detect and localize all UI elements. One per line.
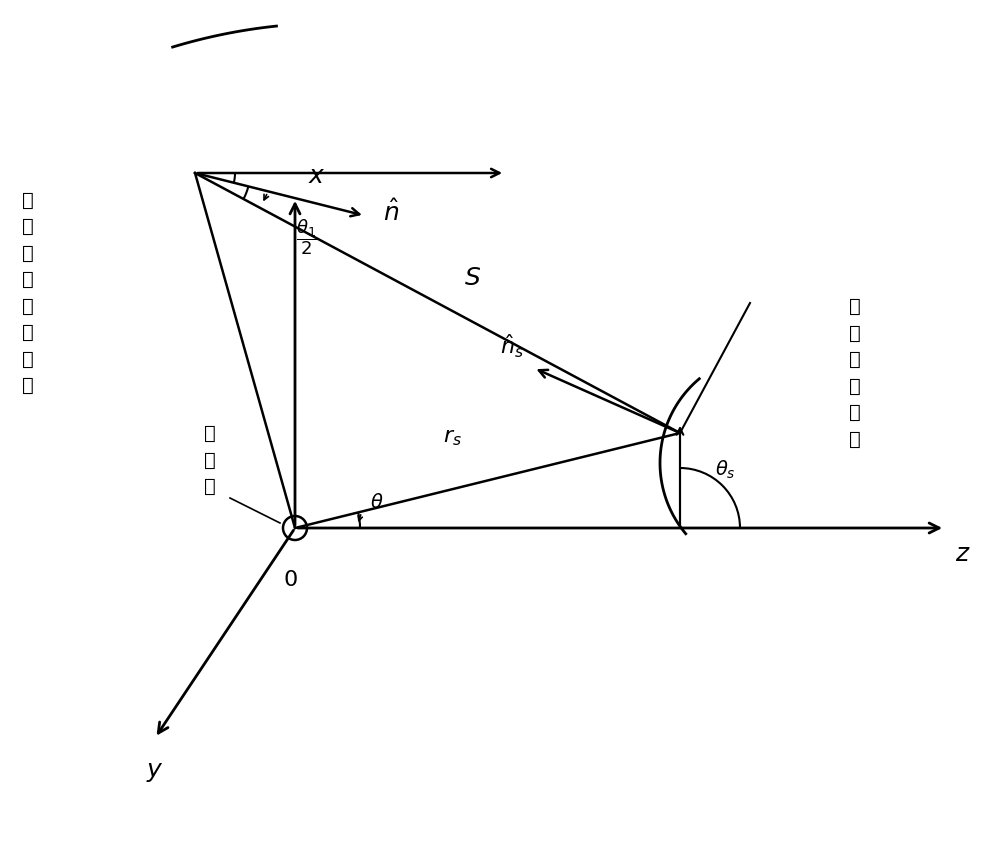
Text: 理
论
设
计
主
反
射
面: 理 论 设 计 主 反 射 面 xyxy=(22,191,34,395)
Text: z: z xyxy=(955,542,968,566)
Text: 理
论
设
计
副
面: 理 论 设 计 副 面 xyxy=(849,297,861,449)
Text: S: S xyxy=(465,266,480,290)
Text: $\theta_s$: $\theta_s$ xyxy=(715,459,735,482)
Text: x: x xyxy=(309,164,324,188)
Text: $\dfrac{\theta_1}{2}$: $\dfrac{\theta_1}{2}$ xyxy=(296,217,317,257)
Text: y: y xyxy=(147,758,162,782)
Text: 原
馈
源: 原 馈 源 xyxy=(204,424,216,496)
Text: $\theta$: $\theta$ xyxy=(370,493,384,512)
Text: $r_s$: $r_s$ xyxy=(443,428,462,448)
Text: 0: 0 xyxy=(284,570,298,590)
Text: $\hat{n}_s$: $\hat{n}_s$ xyxy=(500,332,524,360)
Text: $\hat{n}$: $\hat{n}$ xyxy=(383,199,399,225)
